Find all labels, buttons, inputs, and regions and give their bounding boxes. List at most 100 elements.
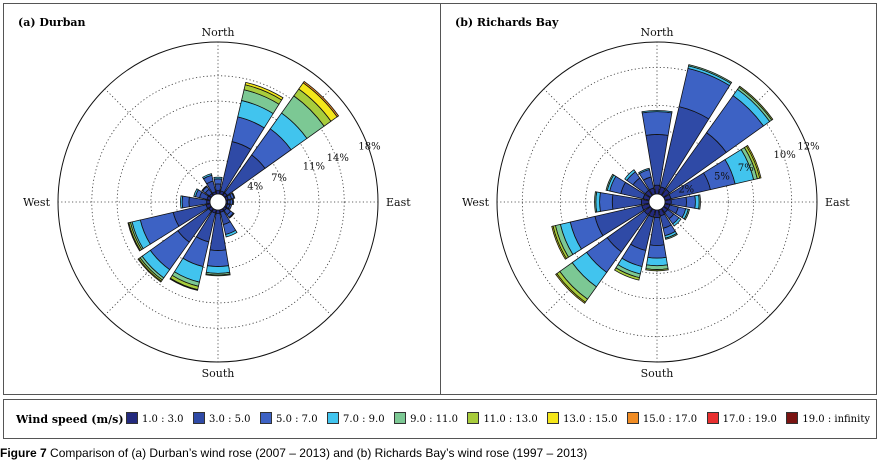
wind-bar-segment (605, 173, 615, 191)
radial-tick-label: 12% (797, 141, 819, 152)
wind-bar-segment (594, 191, 598, 213)
wind-bar-segment (231, 192, 236, 199)
legend-title: Wind speed (m/s) (16, 413, 124, 426)
south-label: South (202, 367, 235, 380)
radial-tick-label: 11% (303, 161, 325, 172)
grid-ring (91, 75, 345, 329)
radial-tick-label: 2% (678, 185, 694, 196)
legend-label: 15.0 : 17.0 (642, 414, 698, 425)
wind-bar-segment (213, 176, 223, 180)
wind-bar-segment (202, 173, 213, 180)
wind-bar-segment (181, 195, 190, 209)
durban-panel: 4% 7% 11% 14% 18% North South East West (a) Durb… (4, 4, 440, 394)
legend-swatch (327, 412, 340, 424)
radial-tick-label: 10% (774, 150, 796, 161)
wind-bar-segment (745, 144, 762, 179)
legend-swatch (626, 412, 639, 424)
west-label: West (23, 196, 51, 209)
richards-bay-panel: 2% 5% 7% 10% 12% North South East West (b) Richa… (441, 4, 877, 394)
legend-item: 3.0 : 5.0 (193, 412, 251, 425)
calm-circle (209, 193, 227, 211)
richards-bay-wind-rose: 2% 5% 7% 10%12% North South East West (462, 26, 850, 380)
figure-caption: Figure 7 Comparison of (a) Durban’s wind… (0, 446, 587, 460)
wind-bar-segment (227, 204, 233, 210)
caption-text: Comparison of (a) Durban’s wind rose (20… (50, 446, 588, 460)
wind-bar-segment (638, 167, 650, 175)
west-label: West (462, 196, 490, 209)
grid-ring (559, 104, 755, 300)
legend-item: 13.0 : 15.0 (547, 412, 617, 425)
wind-bar-segment (215, 190, 221, 195)
legend-swatch (126, 412, 138, 424)
wind-bar-segment (685, 195, 696, 209)
spoke-line (223, 207, 332, 316)
radial-tick-label: 7% (271, 173, 287, 184)
calm-circle (648, 193, 666, 211)
wind-bar-segment (670, 196, 687, 208)
legend-label: 17.0 : 19.0 (722, 414, 777, 425)
wind-bar-segment (614, 267, 640, 281)
north-label: North (640, 26, 673, 39)
radial-tick-label: 4% (247, 182, 263, 193)
wind-bar-segment (215, 209, 221, 214)
wind-bar-segment (213, 178, 223, 185)
outer-circle (57, 41, 379, 363)
wind-bar-segment (137, 258, 162, 283)
wind-bar-segment (214, 183, 222, 192)
legend-label: 9.0 : 11.0 (410, 414, 458, 425)
legend-swatch (706, 412, 719, 424)
wind-bar-segment (127, 222, 141, 252)
legend-swatch (394, 412, 407, 424)
legend-label: 3.0 : 5.0 (209, 414, 251, 425)
spoke-line (104, 88, 213, 197)
legend-swatch (193, 412, 206, 424)
legend-item: 11.0 : 13.0 (467, 412, 538, 425)
wind-bar-segment (664, 232, 678, 240)
east-label: East (386, 196, 411, 209)
wind-bar-segment (599, 192, 614, 212)
legend-swatch (786, 412, 799, 424)
legend-label: 1.0 : 3.0 (142, 414, 184, 425)
wind-bar-segment (647, 244, 667, 259)
wind-bar-segment (232, 198, 234, 206)
wind-bar-segment (225, 229, 238, 238)
spoke-line (662, 207, 771, 316)
north-label: North (201, 26, 234, 39)
legend-item: 5.0 : 7.0 (260, 412, 318, 425)
radial-tick-label: 14% (327, 153, 349, 164)
outer-circle (496, 41, 818, 363)
wind-bar-segment (624, 169, 636, 181)
wind-bar-segment (641, 110, 673, 114)
legend-item: 1.0 : 3.0 (126, 412, 184, 425)
legend-swatch (547, 412, 560, 424)
south-label: South (641, 367, 674, 380)
legend-label: 11.0 : 13.0 (483, 414, 538, 425)
wind-bar-segment (205, 273, 231, 277)
durban-wind-rose: 4% 7% 11%14% 18% North South East West (23, 26, 411, 380)
legend-label: 19.0 : infinity (802, 414, 870, 425)
legend-swatch (260, 412, 273, 424)
wind-bar-segment (555, 273, 586, 304)
legend-item: 19.0 : infinity (786, 412, 870, 425)
wind-bar-segment (244, 81, 284, 101)
legend-swatch (467, 412, 480, 424)
grid-ring (116, 100, 320, 304)
legend-label: 13.0 : 15.0 (563, 414, 618, 425)
wind-bar-segment (302, 80, 340, 118)
wind-bar-segment (683, 208, 690, 221)
wind-bar-segment (206, 199, 211, 205)
wind-bar-segment (193, 188, 199, 198)
caption-label: Figure 7 (0, 446, 47, 460)
wind-bar-segment (180, 195, 184, 209)
legend-item: 15.0 : 17.0 (626, 412, 698, 425)
east-label: East (825, 196, 850, 209)
wind-bar-segment (645, 268, 669, 272)
wind-bar-segment (698, 194, 701, 210)
legend-label: 7.0 : 9.0 (343, 414, 385, 425)
legend-item: 17.0 : 19.0 (706, 412, 777, 425)
wind-bar-segment (169, 277, 199, 291)
wind-bar-segment (688, 64, 733, 84)
wind-bar-segment (201, 185, 208, 192)
legend-item: 9.0 : 11.0 (394, 412, 458, 425)
wind-bar-segment (646, 256, 668, 267)
